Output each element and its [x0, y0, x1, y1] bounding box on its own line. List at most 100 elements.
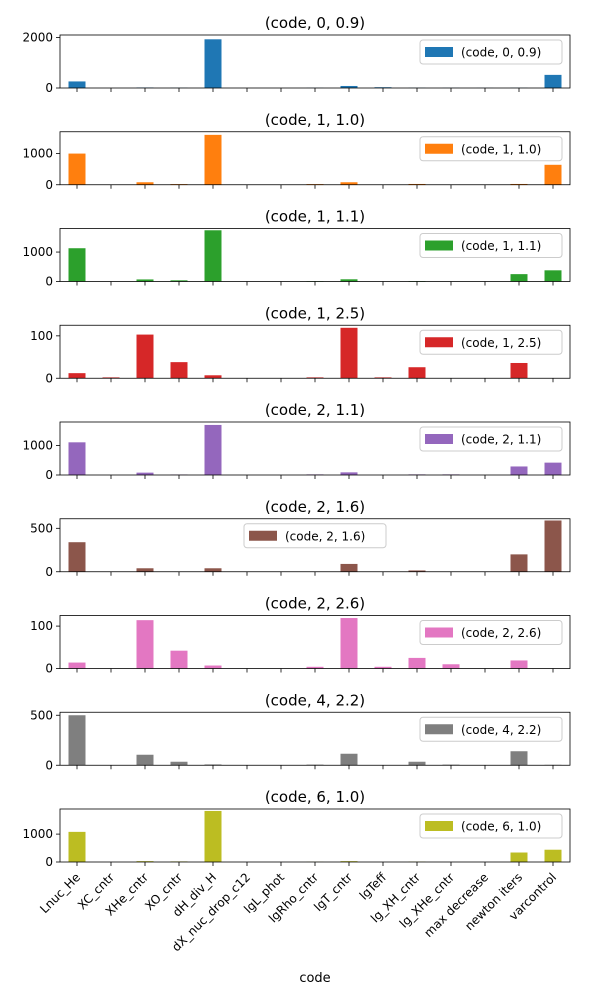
subplot-title: (code, 2, 1.1) — [265, 401, 365, 419]
legend-label: (code, 2, 2.6) — [461, 626, 541, 640]
bar — [408, 761, 426, 766]
y-tick-label: 0 — [45, 178, 53, 192]
bar — [340, 563, 358, 572]
y-tick-label: 1000 — [22, 827, 53, 841]
y-tick-label: 0 — [45, 565, 53, 579]
legend-swatch — [425, 47, 453, 57]
subplot-title: (code, 4, 2.2) — [265, 691, 365, 709]
bar — [204, 810, 222, 862]
legend: (code, 1, 2.5) — [419, 329, 563, 355]
legend: (code, 6, 1.0) — [419, 813, 563, 839]
bar — [510, 554, 528, 572]
legend: (code, 1, 1.0) — [419, 136, 563, 162]
bar — [306, 666, 324, 669]
y-tick-label: 0 — [45, 855, 53, 869]
bar — [306, 377, 324, 379]
legend: (code, 2, 1.6) — [243, 523, 387, 549]
bar — [136, 568, 154, 572]
bar — [170, 362, 188, 379]
legend-label: (code, 2, 1.1) — [461, 433, 541, 447]
legend-swatch — [425, 724, 453, 735]
legend-label: (code, 2, 1.6) — [285, 529, 365, 543]
legend-swatch — [425, 240, 453, 251]
bar — [544, 164, 562, 185]
bar — [204, 424, 222, 475]
bar — [136, 861, 154, 862]
bar — [510, 466, 528, 475]
bar — [204, 134, 222, 185]
bar — [68, 248, 86, 282]
bar — [170, 761, 188, 766]
bar — [510, 362, 528, 379]
subplot-7: (code, 2, 2.6) 0 100 (code, 2, 2.6) — [30, 595, 571, 676]
legend: (code, 0, 0.9) — [419, 39, 563, 65]
legend-box — [419, 426, 563, 452]
y-tick-label: 0 — [45, 81, 53, 95]
legend-box — [419, 39, 563, 65]
y-tick-label: 1000 — [22, 147, 53, 161]
bar — [136, 279, 154, 282]
y-tick-label: 500 — [30, 708, 53, 722]
bar — [204, 764, 222, 766]
bar — [68, 373, 86, 379]
legend-box — [419, 233, 563, 258]
legend-swatch — [425, 337, 453, 348]
legend-swatch — [425, 434, 453, 444]
legend-box — [419, 329, 563, 355]
subplot-8: (code, 4, 2.2) 0 500 (code, 4, 2.2) — [30, 691, 571, 772]
y-tick-label: 0 — [45, 468, 53, 482]
legend: (code, 4, 2.2) — [419, 716, 563, 742]
bar — [68, 715, 86, 766]
legend-box — [419, 620, 563, 645]
bar — [340, 861, 358, 862]
bar — [136, 182, 154, 185]
bar — [510, 852, 528, 862]
bar — [544, 270, 562, 282]
x-tick-label: Lnuc_He — [37, 870, 83, 916]
y-tick-label: 0 — [45, 758, 53, 772]
x-tick-label: lgT_cntr — [311, 870, 355, 914]
bar — [408, 570, 426, 572]
subplot-2: (code, 1, 1.0) 0 1000 (code, 1, 1.0) — [22, 111, 571, 192]
legend: (code, 1, 1.1) — [419, 233, 563, 258]
subplot-1: (code, 0, 0.9) 0 2000 (code, 0, 0.9) — [22, 14, 571, 95]
bar — [442, 664, 460, 669]
y-tick-label: 500 — [30, 521, 53, 535]
legend-label: (code, 4, 2.2) — [461, 723, 541, 737]
bar — [102, 377, 120, 379]
y-tick-label: 1000 — [22, 439, 53, 453]
bar — [204, 39, 222, 88]
bar — [510, 751, 528, 766]
bar — [340, 753, 358, 766]
bar — [68, 442, 86, 475]
subplot-6: (code, 2, 1.6) 0 500 (code, 2, 1.6) — [30, 498, 571, 579]
legend-box — [419, 813, 563, 839]
y-tick-label: 100 — [30, 329, 53, 343]
legend-swatch — [425, 143, 453, 154]
legend: (code, 2, 2.6) — [419, 620, 563, 645]
bar — [340, 618, 358, 669]
bar — [204, 568, 222, 572]
x-axis-label: code — [299, 971, 330, 986]
y-tick-label: 0 — [45, 662, 53, 676]
bar — [136, 754, 154, 766]
bar — [136, 620, 154, 669]
x-tick-labels: Lnuc_HeXC_cntrXHe_cntrXO_cntrdH_div_HdX_… — [37, 870, 559, 954]
bar — [340, 279, 358, 282]
bar — [204, 665, 222, 669]
subplot-title: (code, 1, 1.1) — [265, 208, 365, 226]
subplot-4: (code, 1, 2.5) 0 100 (code, 1, 2.5) — [30, 304, 571, 385]
legend-label: (code, 0, 0.9) — [461, 46, 541, 60]
legend: (code, 2, 1.1) — [419, 426, 563, 452]
bar — [68, 542, 86, 572]
legend-label: (code, 6, 1.0) — [461, 820, 541, 834]
bar — [544, 462, 562, 475]
legend-box — [243, 523, 387, 549]
bar — [340, 472, 358, 475]
bar — [544, 520, 562, 572]
bar — [408, 657, 426, 669]
legend-swatch — [425, 821, 453, 831]
bar — [136, 472, 154, 475]
legend-box — [419, 136, 563, 162]
